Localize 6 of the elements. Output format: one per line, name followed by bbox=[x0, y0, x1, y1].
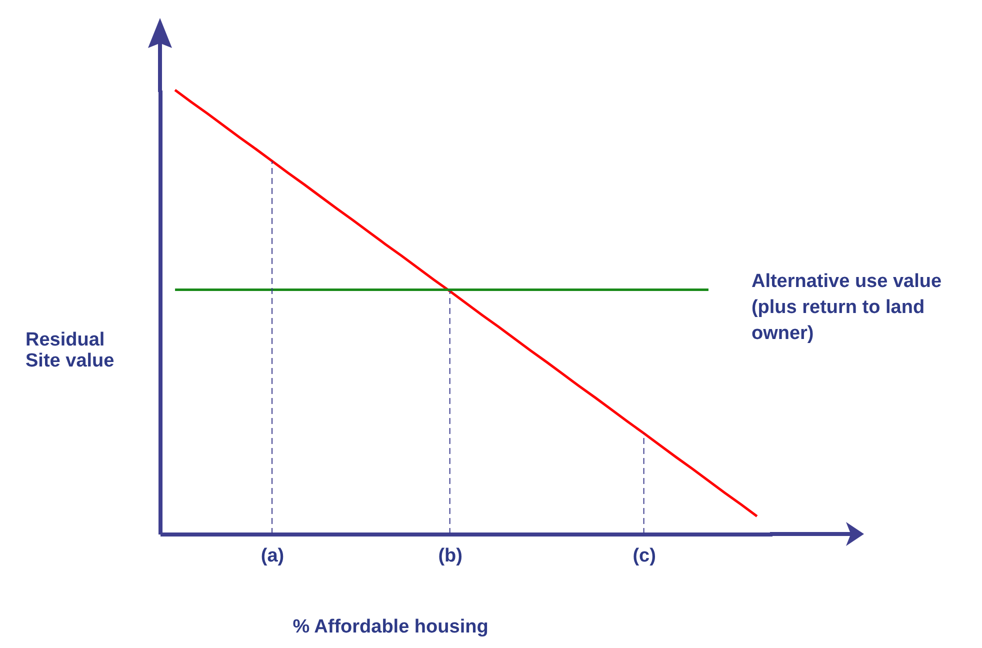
x-tick-label: (b) bbox=[438, 546, 462, 566]
x-tick-label: (a) bbox=[260, 546, 284, 566]
text: Alternative use value (plus return to land owner) bbox=[751, 270, 942, 344]
y-axis-title: Residual Site value bbox=[26, 330, 114, 372]
x-axis-title: % Affordable housing bbox=[292, 616, 488, 638]
x-tick-label: (c) bbox=[632, 546, 656, 566]
